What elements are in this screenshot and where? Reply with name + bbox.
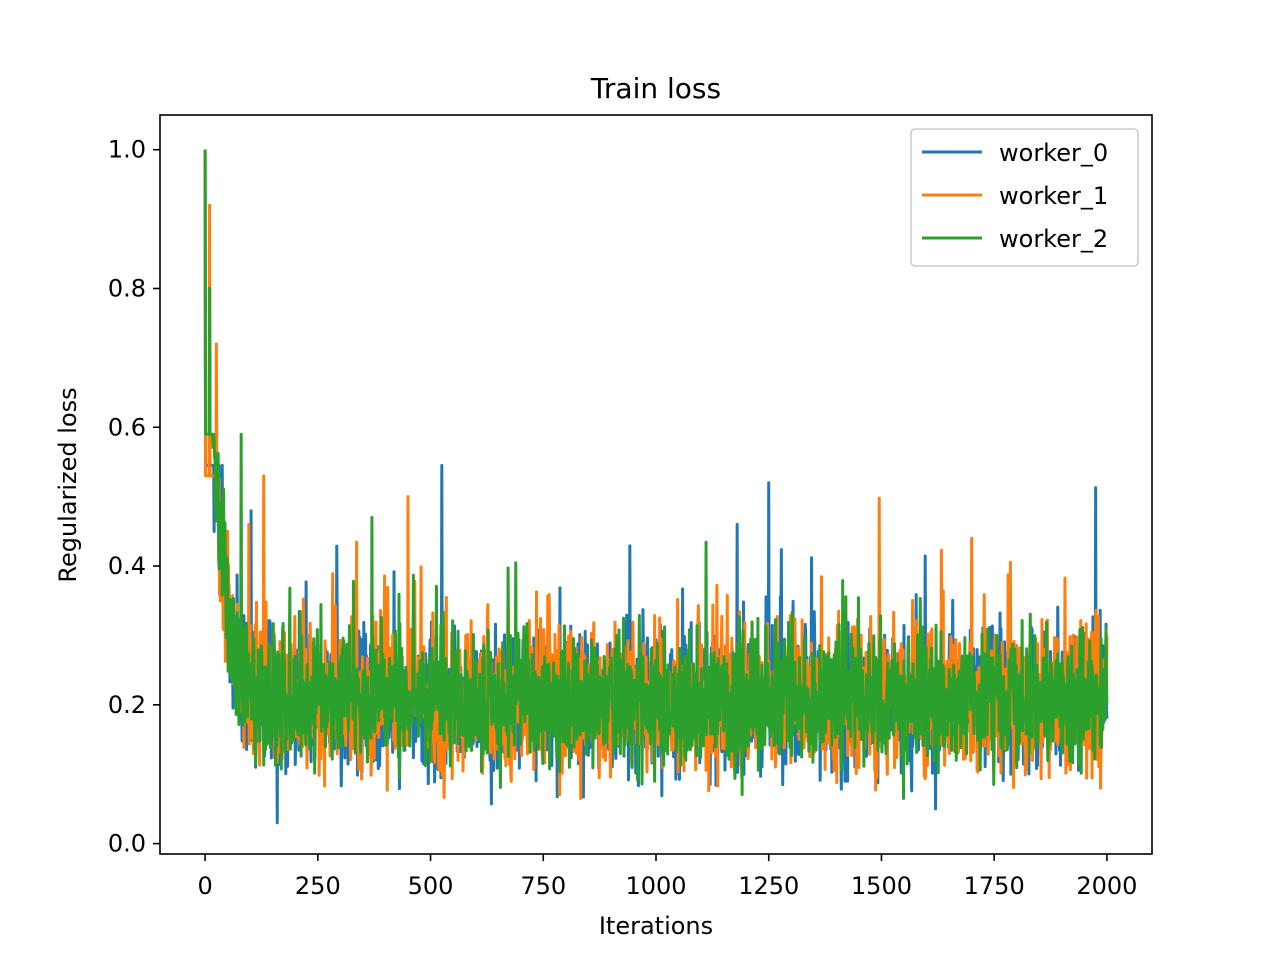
y-axis-label: Regularized loss (54, 387, 82, 582)
x-tick-label: 500 (408, 872, 454, 900)
series-lines (203, 149, 1109, 825)
legend-label-worker-0: worker_0 (999, 139, 1108, 167)
y-tick-label: 0.8 (108, 274, 146, 302)
y-axis: 0.0 0.2 0.4 0.6 0.8 1.0 (108, 136, 160, 858)
x-tick-label: 2000 (1076, 872, 1137, 900)
y-tick-label: 0.6 (108, 413, 146, 441)
x-axis-label: Iterations (599, 912, 713, 940)
series-line-worker-2 (203, 149, 1109, 801)
legend: worker_0 worker_1 worker_2 (910, 128, 1139, 267)
y-tick-label: 0.0 (108, 830, 146, 858)
x-tick-label: 0 (197, 872, 212, 900)
chart-title: Train loss (590, 72, 721, 105)
y-tick-label: 0.4 (108, 552, 146, 580)
x-tick-label: 250 (295, 872, 341, 900)
x-tick-label: 1250 (738, 872, 799, 900)
legend-label-worker-1: worker_1 (999, 182, 1108, 210)
x-tick-label: 1750 (964, 872, 1025, 900)
legend-box (910, 128, 1139, 267)
x-axis: 0 250 500 750 1000 1250 1500 1750 2000 (197, 854, 1137, 900)
x-tick-label: 750 (520, 872, 566, 900)
legend-label-worker-2: worker_2 (999, 225, 1108, 253)
y-tick-label: 0.2 (108, 691, 146, 719)
x-tick-label: 1500 (851, 872, 912, 900)
x-tick-label: 1000 (625, 872, 686, 900)
y-tick-label: 1.0 (108, 136, 146, 164)
